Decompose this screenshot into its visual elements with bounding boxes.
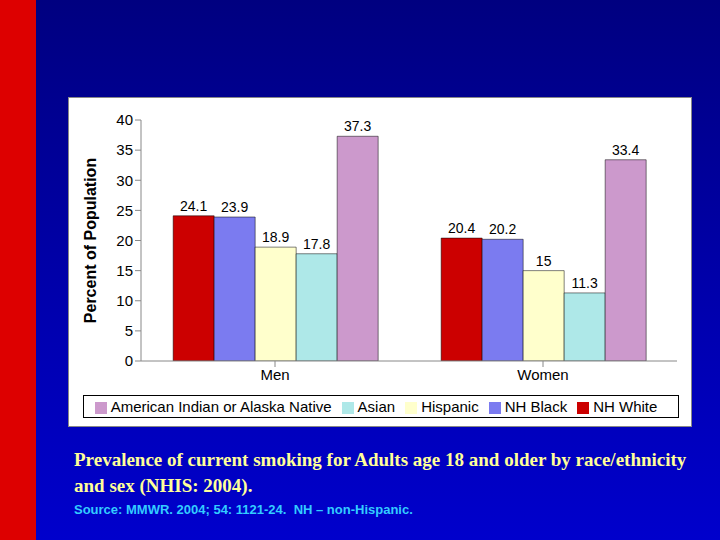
- svg-text:10: 10: [116, 292, 133, 309]
- html-text:Asian: Asian: [357, 398, 396, 415]
- svg-text:37.3: 37.3: [344, 118, 371, 134]
- svg-text:33.4: 33.4: [612, 142, 639, 158]
- svg-text:35: 35: [116, 141, 133, 158]
- svg-text:Men: Men: [260, 366, 289, 383]
- svg-text:25: 25: [116, 202, 133, 219]
- svg-text:20: 20: [116, 232, 133, 249]
- html-text:NH Black: NH Black: [504, 398, 568, 415]
- html-text:Hispanic: Hispanic: [421, 398, 479, 415]
- html-text:American Indian or Alaska Nati: American Indian or Alaska Native: [110, 398, 332, 415]
- svg-text:17.8: 17.8: [303, 236, 330, 252]
- svg-text:11.3: 11.3: [572, 275, 598, 291]
- svg-text:18.9: 18.9: [262, 229, 289, 245]
- svg-text:20.2: 20.2: [489, 221, 516, 237]
- svg-text:40: 40: [116, 111, 133, 128]
- html-text:Source: MMWR. 2004; 54: 1121-2: Source: MMWR. 2004; 54: 1121-24. NH – no…: [74, 502, 413, 517]
- svg-text:Percent of Population: Percent of Population: [82, 158, 99, 323]
- svg-text:24.1: 24.1: [180, 198, 207, 214]
- svg-text:23.9: 23.9: [221, 199, 248, 215]
- svg-text:15: 15: [536, 253, 552, 269]
- svg-text:5: 5: [125, 322, 133, 339]
- html-text:NH White: NH White: [593, 398, 658, 415]
- svg-text:Women: Women: [517, 366, 568, 383]
- svg-text:0: 0: [125, 352, 133, 369]
- html-text:Prevalence of current smoking: Prevalence of current smoking for Adults…: [74, 449, 687, 496]
- svg-text:15: 15: [116, 262, 133, 279]
- svg-text:20.4: 20.4: [448, 220, 475, 236]
- svg-text:30: 30: [116, 172, 133, 189]
